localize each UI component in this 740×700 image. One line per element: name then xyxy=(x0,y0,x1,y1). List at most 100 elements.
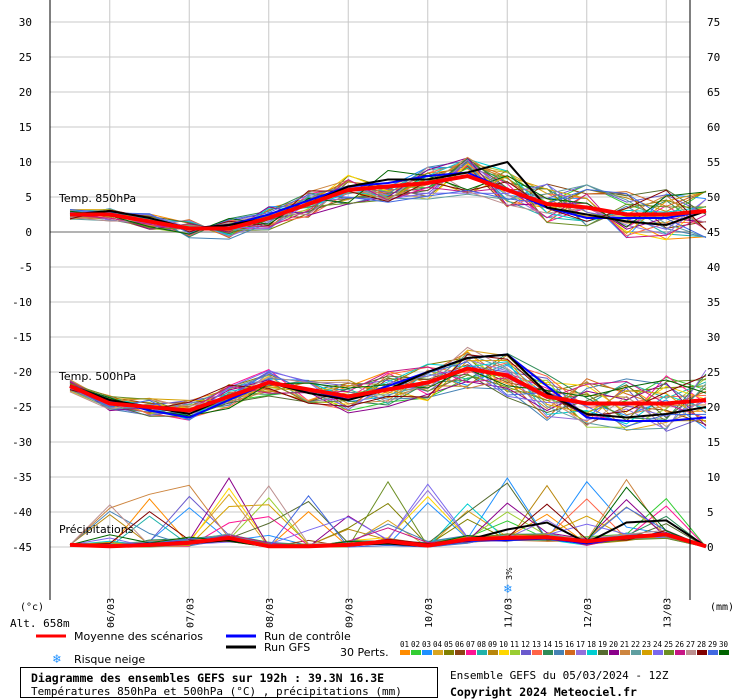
right-tick-label: 75 xyxy=(707,16,720,29)
left-axis-ticks: 30 25 20 15 10 5 0 -5 -10 -15 -20 -25 -30 -35 -40 -45 xyxy=(12,16,32,554)
x-date-label: 08/03 xyxy=(265,598,276,628)
pert-legend-swatch xyxy=(565,650,575,655)
right-tick-label: 70 xyxy=(707,51,720,64)
right-tick-label: 20 xyxy=(707,401,720,414)
plot-background xyxy=(50,0,690,600)
left-tick-label: -5 xyxy=(19,261,32,274)
pert-legend-id: 17 xyxy=(576,640,585,649)
right-unit-label: (mm) xyxy=(710,602,734,613)
x-date-label: 13/03 xyxy=(662,598,673,628)
footer-subtitle: Températures 850hPa et 500hPa (°C) , pré… xyxy=(31,685,402,698)
pert-legend-swatch xyxy=(642,650,652,655)
ensemble-date: Ensemble GEFS du 05/03/2024 - 12Z xyxy=(450,669,669,682)
pert-legend-id: 24 xyxy=(653,640,663,649)
pert-legend-id: 22 xyxy=(631,640,640,649)
right-tick-label: 30 xyxy=(707,331,720,344)
pert-legend-id: 11 xyxy=(510,640,519,649)
left-tick-label: -30 xyxy=(12,436,32,449)
legend-snow-label: Risque neige xyxy=(74,653,145,666)
pert-legend-id: 02 xyxy=(411,640,420,649)
pert-legend-swatch xyxy=(466,650,476,655)
footer-title-box: Diagramme des ensembles GEFS sur 192h : … xyxy=(20,667,438,698)
pert-legend-id: 23 xyxy=(642,640,651,649)
x-date-label: 12/03 xyxy=(583,598,594,628)
pert-legend-id: 10 xyxy=(499,640,509,649)
pert-legend-id: 28 xyxy=(697,640,707,649)
pert-legend-swatch xyxy=(422,650,432,655)
pert-legend-swatch xyxy=(719,650,729,655)
legend-gfs-label: Run GFS xyxy=(264,641,310,654)
right-tick-label: 60 xyxy=(707,121,720,134)
perturbation-legend: 01 02 03 04 05 06 07 08 09 10 11 12 13 14 15 16 17 18 19 20… xyxy=(400,640,729,655)
altitude-label: Alt. 658m xyxy=(10,617,70,630)
left-tick-label: 10 xyxy=(19,156,32,169)
left-tick-label: -10 xyxy=(12,296,32,309)
left-tick-label: -25 xyxy=(12,401,32,414)
x-date-label: 10/03 xyxy=(424,598,435,628)
x-date-labels: 06/03 07/03 08/03 09/03 10/03 11/03 12/03 13/03 xyxy=(106,598,674,628)
pert-legend-id: 13 xyxy=(532,640,541,649)
pert-legend-swatch xyxy=(411,650,421,655)
snowflake-icon-legend: ❄ xyxy=(52,652,61,667)
legend-perts-label: 30 Perts. xyxy=(340,646,389,659)
label-t850: Temp. 850hPa xyxy=(58,192,136,205)
control-line-t500 xyxy=(69,353,707,422)
x-date-label: 06/03 xyxy=(106,598,117,628)
right-tick-label: 65 xyxy=(707,86,720,99)
right-tick-label: 10 xyxy=(707,471,720,484)
left-tick-label: -20 xyxy=(12,366,32,379)
pert-legend-id: 18 xyxy=(587,640,597,649)
pert-line-t850 xyxy=(69,160,707,240)
left-tick-label: 20 xyxy=(19,86,32,99)
pert-legend-swatch xyxy=(444,650,454,655)
pert-line-t500 xyxy=(69,353,707,431)
x-date-label: 09/03 xyxy=(344,598,355,628)
snow-risk-percent: 3% xyxy=(505,567,514,580)
pert-line-precip xyxy=(69,478,707,548)
right-tick-label: 0 xyxy=(707,541,714,554)
right-tick-label: 35 xyxy=(707,296,720,309)
left-tick-label: -15 xyxy=(12,331,32,344)
pert-legend-swatch xyxy=(455,650,465,655)
x-date-label: 07/03 xyxy=(185,598,196,628)
pert-legend-swatch xyxy=(697,650,707,655)
pert-legend-swatch xyxy=(609,650,619,655)
left-tick-label: 15 xyxy=(19,121,32,134)
right-tick-label: 15 xyxy=(707,436,720,449)
pert-legend-id: 30 xyxy=(719,640,729,649)
pert-legend-id: 19 xyxy=(598,640,607,649)
pert-legend-swatch xyxy=(598,650,608,655)
left-tick-label: 25 xyxy=(19,51,32,64)
pert-legend-id: 07 xyxy=(466,640,475,649)
pert-line-t500 xyxy=(69,368,707,417)
footer-title: Diagramme des ensembles GEFS sur 192h : … xyxy=(31,671,385,685)
x-date-label: 11/03 xyxy=(503,598,514,628)
left-tick-label: 5 xyxy=(25,191,32,204)
pert-legend-id: 04 xyxy=(433,640,443,649)
pert-legend-swatch xyxy=(653,650,663,655)
pert-legend-id: 09 xyxy=(488,640,497,649)
pert-legend-swatch xyxy=(433,650,443,655)
legend-control-label: Run de contrôle xyxy=(264,630,351,643)
pert-legend-id: 26 xyxy=(675,640,685,649)
snow-risk-marker: ❄ 3% xyxy=(503,567,514,597)
left-unit-label: (°c) xyxy=(20,602,44,613)
pert-legend-id: 14 xyxy=(543,640,553,649)
right-tick-label: 50 xyxy=(707,191,720,204)
pert-legend-swatch xyxy=(631,650,641,655)
pert-legend-swatch xyxy=(532,650,542,655)
main-series xyxy=(69,160,707,549)
mean-line-t500 xyxy=(69,366,707,413)
pert-legend-swatch xyxy=(477,650,487,655)
right-tick-label: 55 xyxy=(707,156,720,169)
pert-legend-id: 06 xyxy=(455,640,465,649)
pert-line-precip xyxy=(69,494,707,548)
pert-legend-id: 16 xyxy=(565,640,575,649)
label-t500: Temp. 500hPa xyxy=(58,370,136,383)
snowflake-icon: ❄ xyxy=(503,582,512,597)
right-tick-label: 40 xyxy=(707,261,720,274)
pert-legend-swatch xyxy=(664,650,674,655)
left-tick-label: -40 xyxy=(12,506,32,519)
